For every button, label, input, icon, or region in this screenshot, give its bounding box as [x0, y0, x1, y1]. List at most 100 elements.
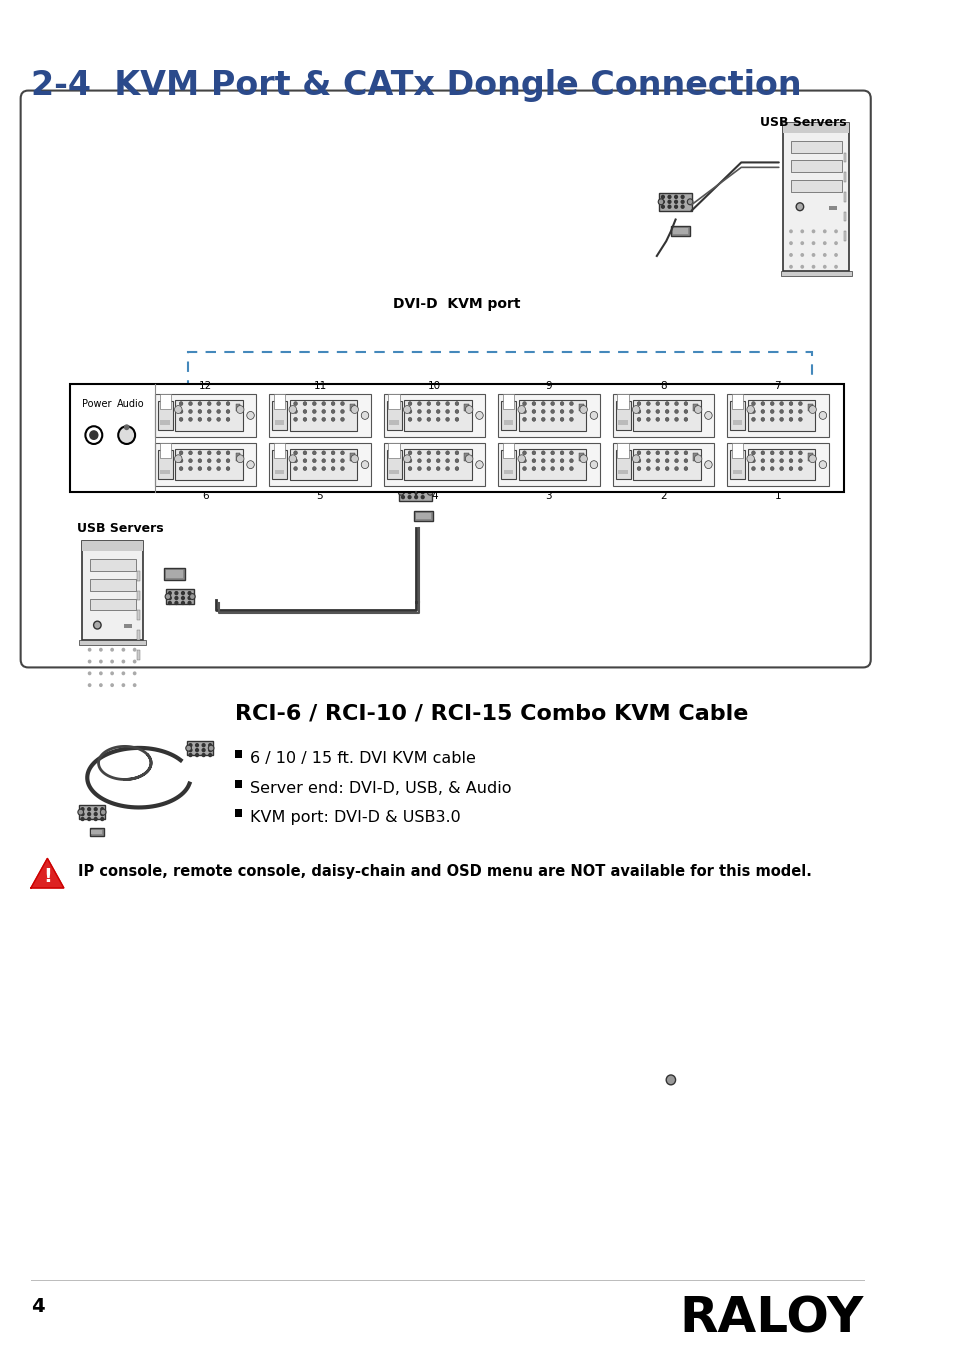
Circle shape [760, 402, 764, 405]
Circle shape [313, 402, 315, 405]
Bar [416, 513, 430, 518]
Circle shape [189, 753, 192, 756]
Circle shape [637, 467, 640, 471]
Text: 4: 4 [431, 491, 437, 501]
Circle shape [665, 1075, 675, 1085]
Circle shape [226, 409, 230, 413]
Circle shape [321, 402, 325, 405]
Bar [166, 570, 183, 578]
Circle shape [236, 405, 244, 413]
Bar [386, 450, 401, 479]
Circle shape [637, 409, 640, 413]
Circle shape [522, 409, 526, 413]
Circle shape [532, 402, 536, 405]
Text: 11: 11 [313, 381, 326, 390]
Bar [807, 404, 812, 412]
Circle shape [207, 459, 211, 463]
Circle shape [674, 402, 678, 405]
Bar [164, 568, 185, 579]
Circle shape [331, 409, 335, 413]
Circle shape [751, 467, 755, 471]
Circle shape [179, 459, 183, 463]
Circle shape [674, 451, 678, 455]
Circle shape [427, 489, 433, 495]
Bar [693, 404, 698, 412]
Circle shape [646, 409, 650, 413]
Circle shape [798, 409, 801, 413]
Bar [729, 450, 744, 479]
Circle shape [408, 409, 412, 413]
Circle shape [683, 459, 687, 463]
Circle shape [559, 459, 563, 463]
Bar [175, 450, 243, 481]
Circle shape [822, 265, 826, 269]
Circle shape [569, 417, 573, 421]
Bar [414, 510, 432, 521]
Circle shape [209, 753, 212, 756]
Circle shape [569, 459, 573, 463]
Bar [578, 452, 583, 460]
Circle shape [476, 460, 483, 468]
Circle shape [313, 451, 315, 455]
Circle shape [303, 409, 307, 413]
Circle shape [189, 459, 193, 463]
Circle shape [94, 807, 97, 810]
Circle shape [207, 409, 211, 413]
Circle shape [179, 402, 183, 405]
Bar [269, 394, 371, 437]
Circle shape [455, 451, 458, 455]
Bar [234, 780, 242, 787]
Circle shape [121, 683, 125, 687]
Circle shape [289, 405, 296, 413]
Circle shape [674, 417, 678, 421]
Circle shape [294, 402, 297, 405]
Circle shape [174, 455, 182, 463]
Circle shape [88, 671, 91, 675]
Circle shape [202, 753, 205, 756]
Circle shape [132, 683, 136, 687]
Circle shape [751, 402, 755, 405]
Circle shape [646, 451, 650, 455]
Circle shape [195, 753, 198, 756]
Circle shape [408, 486, 411, 489]
Circle shape [822, 242, 826, 246]
Circle shape [455, 402, 458, 405]
Bar [464, 452, 469, 460]
Circle shape [351, 405, 358, 413]
Circle shape [403, 405, 411, 413]
Circle shape [694, 405, 701, 413]
Bar [154, 394, 256, 437]
Circle shape [415, 491, 417, 494]
Circle shape [99, 648, 103, 652]
Bar [502, 394, 514, 409]
Bar [124, 624, 132, 628]
Circle shape [321, 409, 325, 413]
Circle shape [247, 460, 254, 468]
Circle shape [517, 455, 525, 463]
Circle shape [800, 265, 803, 269]
Circle shape [833, 252, 837, 256]
Circle shape [88, 813, 91, 815]
Circle shape [179, 409, 183, 413]
Circle shape [165, 594, 171, 599]
Circle shape [331, 402, 335, 405]
Circle shape [313, 459, 315, 463]
Bar [90, 559, 135, 571]
Circle shape [664, 467, 668, 471]
Circle shape [798, 467, 801, 471]
Bar [399, 483, 432, 501]
Bar [615, 401, 630, 431]
Circle shape [550, 459, 554, 463]
Bar [497, 394, 598, 437]
Circle shape [132, 660, 136, 663]
Circle shape [417, 402, 421, 405]
Circle shape [788, 467, 792, 471]
Circle shape [216, 451, 220, 455]
Circle shape [760, 467, 764, 471]
Circle shape [590, 460, 598, 468]
Bar [617, 443, 628, 458]
Circle shape [78, 809, 84, 815]
Circle shape [445, 459, 449, 463]
Circle shape [445, 467, 449, 471]
Circle shape [81, 807, 84, 810]
